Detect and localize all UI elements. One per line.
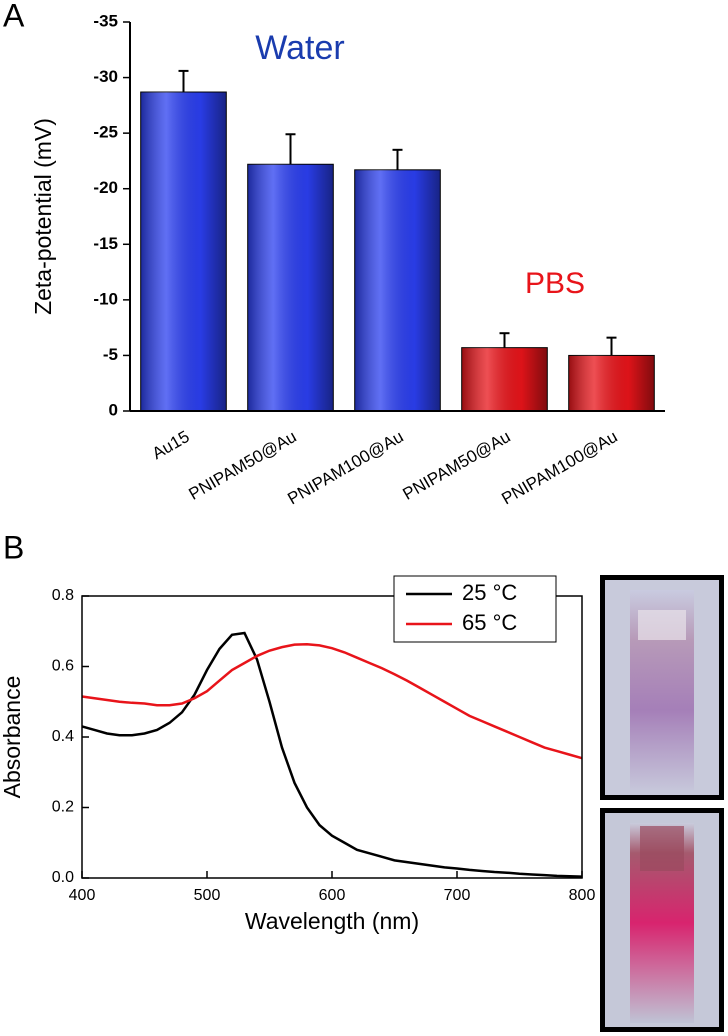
y-tick-label: 0.4 — [52, 728, 74, 745]
bar-shade — [247, 164, 334, 411]
y-tick-label: 0 — [109, 400, 118, 419]
legend-label: 25 °C — [462, 580, 517, 605]
line-series — [81, 643, 583, 760]
x-tick-label: PNIPAM100@Au — [498, 427, 620, 509]
bar-shade — [461, 347, 548, 411]
y-axis-label: Zeta-potential (mV) — [30, 118, 56, 315]
y-tick-label: -25 — [93, 123, 118, 142]
annotation: Water — [255, 29, 344, 67]
panel-label: A — [3, 0, 25, 33]
photo-1 — [600, 575, 724, 800]
y-axis-label: Absorbance — [0, 676, 25, 799]
x-axis-label: Wavelength (nm) — [245, 908, 419, 934]
x-tick-label: 400 — [69, 887, 96, 904]
bar-shade — [568, 355, 655, 411]
y-tick-label: -30 — [93, 67, 118, 86]
y-tick-label: 0.0 — [52, 869, 74, 886]
y-tick-label: -15 — [93, 234, 118, 253]
y-tick-label: -35 — [93, 11, 118, 30]
x-tick-label: 800 — [569, 887, 596, 904]
y-tick-label: 0.8 — [52, 587, 74, 604]
y-tick-label: -5 — [103, 345, 118, 364]
y-tick-label: -20 — [93, 178, 118, 197]
y-tick-label: 0.2 — [52, 799, 74, 816]
plot-frame — [81, 595, 583, 879]
x-tick-label: PNIPAM100@Au — [284, 427, 406, 509]
panel-label: B — [3, 529, 24, 565]
x-tick-label: 500 — [194, 887, 221, 904]
photo-2 — [600, 808, 724, 1032]
x-tick-label: PNIPAM50@Au — [400, 427, 514, 504]
bar-shade — [140, 92, 227, 412]
line-series — [81, 631, 583, 878]
x-tick-label: Au15 — [149, 427, 193, 463]
bar-shade — [354, 169, 441, 411]
y-tick-label: -10 — [93, 289, 118, 308]
x-tick-label: PNIPAM50@Au — [186, 427, 300, 504]
x-tick-label: 700 — [444, 887, 471, 904]
legend-box — [393, 575, 557, 643]
x-tick-label: 600 — [319, 887, 346, 904]
y-tick-label: 0.6 — [52, 658, 74, 675]
legend-label: 65 °C — [462, 610, 517, 635]
annotation: PBS — [525, 267, 585, 300]
